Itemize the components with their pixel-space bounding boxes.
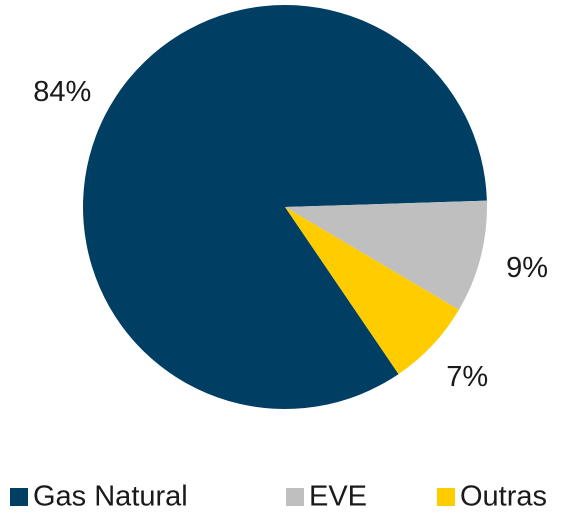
pie-slice <box>285 200 487 310</box>
data-label: 84% <box>33 76 91 108</box>
pie-slice <box>82 5 487 410</box>
data-label: 9% <box>506 252 548 284</box>
pie-slice <box>285 207 459 375</box>
data-label: 7% <box>446 361 488 393</box>
legend-swatch <box>286 488 304 506</box>
legend-label: EVE <box>309 481 367 513</box>
legend-swatch <box>10 488 28 506</box>
legend-label: Outras <box>460 481 547 513</box>
legend-label: Gas Natural <box>33 481 188 513</box>
legend-swatch <box>437 488 455 506</box>
